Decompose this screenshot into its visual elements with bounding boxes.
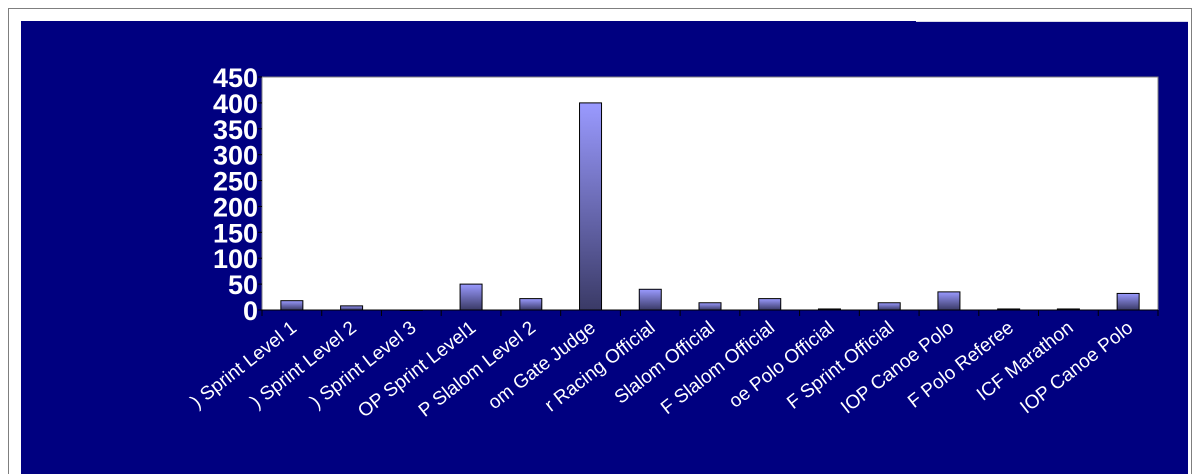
y-tick-label: 400 [213,89,258,119]
x-tick-label: F Polo Referee [904,317,1018,412]
plot-area [261,76,1159,311]
y-tick-label: 150 [213,218,258,248]
frame-notch [916,21,1188,22]
bar [579,102,603,311]
bar [758,298,782,311]
y-tick-label: 50 [228,270,258,300]
bar [519,298,543,311]
bar [280,300,304,311]
bar [877,302,901,311]
x-tick-label: ) Sprint Level 1 [187,317,301,412]
bar [937,291,961,311]
y-tick-label: 0 [243,296,258,326]
bar [698,302,722,311]
x-tick-label: oe Polo Official [725,317,838,412]
y-tick-label: 250 [213,167,258,197]
bars [280,102,1140,311]
y-tick-label: 450 [213,63,258,93]
bar [638,288,662,311]
x-tick-label: IOP Canoe Polo [1016,317,1137,418]
x-tick-labels: ) Sprint Level 1) Sprint Level 2) Sprint… [187,317,1137,422]
y-tick-label: 300 [213,141,258,171]
x-tick-label: ) Sprint Level 2 [247,317,361,412]
y-tick-label: 200 [213,192,258,222]
bar [459,283,483,311]
bar [340,305,364,311]
y-tick-label: 350 [213,115,258,145]
x-tick-label: Slalom Official [611,317,719,408]
y-tick-label: 100 [213,244,258,274]
bar [1116,292,1140,311]
x-axis [261,309,1159,316]
